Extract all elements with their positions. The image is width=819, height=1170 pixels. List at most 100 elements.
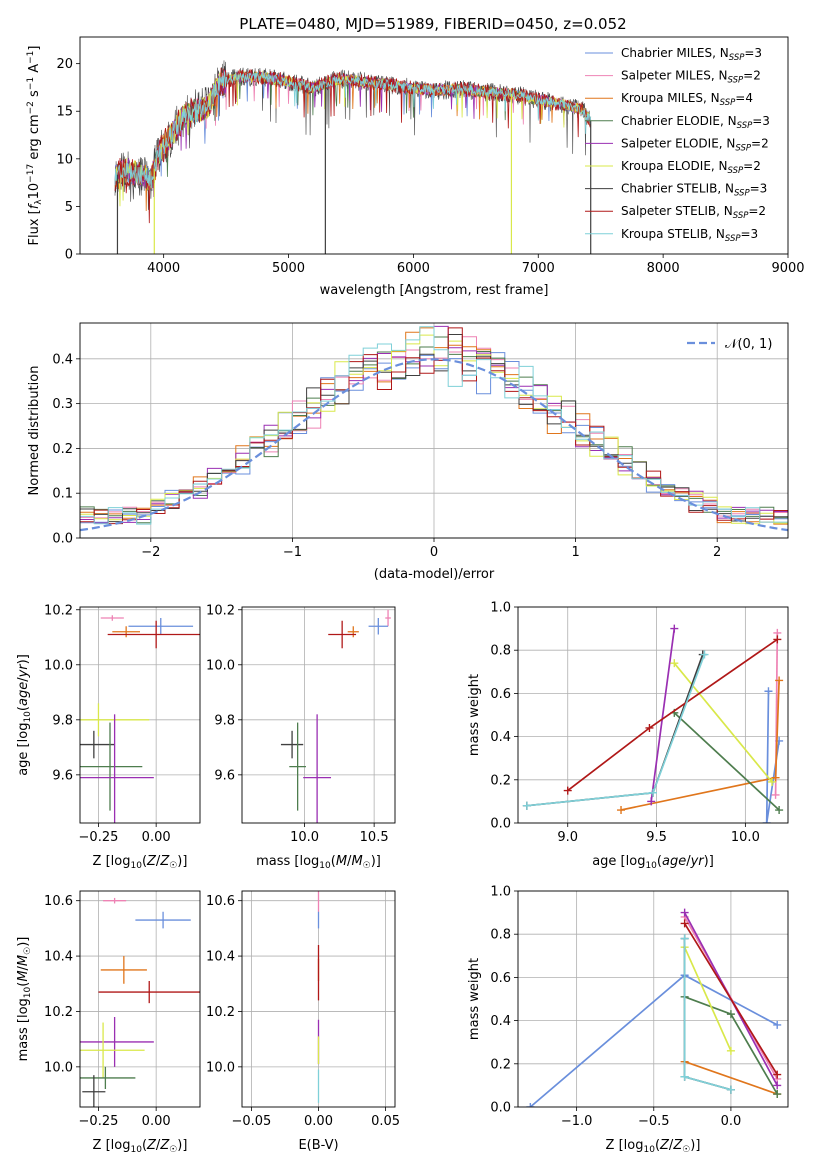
errorbar-point-cs (82, 1075, 106, 1107)
x-tick-label: −1 (283, 545, 302, 560)
y-tick-label: 0.0 (52, 532, 73, 547)
axes-frame (79, 606, 201, 824)
y-tick-label: 20 (56, 57, 73, 72)
legend-label-normal: 𝒩(0, 1) (725, 337, 772, 352)
x-tick-label: 10.0 (731, 830, 760, 845)
age-vs-metallicity-panel: −0.25 0.00 9.6 9.8 10.0 10.2 Z [log10(Z/Z☉)] ag… (16, 603, 201, 871)
errorbar-point-cs (80, 730, 115, 759)
grid-lines (80, 891, 200, 1107)
y-tick-label: 1.0 (490, 601, 511, 616)
y-tick-label: 0.0 (490, 1101, 511, 1116)
residual-x-label: (data-model)/error (374, 567, 495, 582)
spectrum-line-ke (114, 70, 592, 207)
y-tick-label: 10.6 (206, 894, 235, 909)
weight-series-ce (670, 708, 784, 815)
weight-series-ss (563, 635, 782, 795)
axes-frame (79, 36, 789, 255)
x-tick-label: 8000 (647, 261, 680, 276)
axes-frame (517, 890, 789, 1108)
weight-marker (768, 777, 777, 786)
weight-marker (775, 676, 784, 685)
weight-marker (617, 806, 626, 815)
legend-label-cm: Chabrier MILES, NSSP=3 (621, 46, 762, 63)
age-mass-x-label: mass [log10(M/M☉)] (256, 854, 381, 871)
weight-marker (649, 788, 657, 797)
x-tick-label: 9.0 (557, 830, 578, 845)
weight-series-ks (522, 650, 709, 810)
residual-histogram-panel: −2 −1 0 1 2 0.0 0.1 0.2 0.3 0.4 𝒩(0, 1) (data-model… (27, 322, 789, 582)
x-tick-label: 7000 (522, 261, 555, 276)
x-tick-label: 0.00 (304, 1114, 333, 1129)
weight_vs_age-y-label: mass weight (467, 674, 482, 756)
y-tick-label: 0.2 (52, 442, 73, 457)
legend-label-ce: Chabrier ELODIE, NSSP=3 (621, 114, 770, 131)
weight-marker (670, 659, 679, 668)
weight-line (683, 946, 732, 1052)
y-tick-label: 10.4 (44, 950, 73, 965)
weight-series-ke (670, 659, 777, 786)
weight-Z-x-label: Z [log10(Z/Z☉)] (606, 1138, 701, 1155)
y-tick-label: 10.0 (206, 658, 235, 673)
weight-marker (771, 773, 780, 782)
axes-frame (241, 606, 396, 824)
x-tick-label: 0.05 (371, 1114, 400, 1129)
spectrum-panel: 4000 5000 6000 7000 8000 9000 0 5 10 15 20 Chabrier… (26, 36, 805, 298)
errorbar-point-se (80, 714, 154, 823)
weight-series-ss (680, 919, 782, 1079)
weight-marker (680, 908, 689, 917)
errorbar-point-ss (107, 620, 200, 649)
errorbar-point-sm (100, 615, 124, 621)
x-tick-label: 0 (430, 545, 438, 560)
weight-marker (522, 801, 531, 810)
y-tick-label: 0.8 (490, 644, 511, 659)
errorbar-point-km (112, 626, 140, 638)
legend-label-cs: Chabrier STELIB, NSSP=3 (621, 182, 767, 199)
y-tick-label: 0.4 (490, 730, 511, 745)
y-tick-label: 0.2 (490, 773, 511, 788)
y-tick-label: 5 (65, 200, 73, 215)
y-tick-label: 10.2 (206, 1005, 235, 1020)
weight_vs_Z-y-label: mass weight (467, 958, 482, 1040)
errorbar-point-km (347, 626, 359, 638)
errorbar-point-se (303, 714, 332, 823)
mass-Z-x-label: Z [log10(Z/Z☉)] (93, 1138, 188, 1155)
weight-marker (773, 1090, 782, 1099)
weight-marker (771, 790, 780, 799)
axes-frame (79, 890, 201, 1108)
weight-line (650, 628, 676, 802)
weight-marker (700, 650, 709, 659)
y-tick-label: 10.4 (206, 950, 235, 965)
weight-marker (726, 1085, 735, 1094)
errorbar-point-cm (128, 618, 194, 635)
x-tick-label: −0.25 (79, 830, 119, 845)
weight-marker (680, 919, 689, 928)
x-tick-label: 9.5 (646, 830, 667, 845)
weight-marker (726, 1046, 735, 1055)
errorbar-point-ce (289, 722, 306, 811)
x-tick-label: 4000 (147, 261, 180, 276)
y-tick-label: 1.0 (490, 885, 511, 900)
weight-line (673, 662, 773, 783)
errorbar-point-se (80, 1017, 154, 1067)
histogram-series-ks (80, 326, 788, 538)
x-tick-label: 9000 (771, 261, 804, 276)
spectrum-line-se (114, 69, 592, 198)
weight-marker (764, 687, 773, 696)
mass-Z-y-label: mass [log10(M/M☉)] (16, 937, 33, 1062)
errorbar-point-ce (80, 1066, 136, 1089)
y-tick-label: 10.0 (206, 1060, 235, 1075)
age-Z-y-label: age [log10(age/yr)] (16, 654, 33, 776)
errorbar-point-sm (385, 609, 391, 627)
y-tick-label: 10 (56, 152, 73, 167)
y-tick-label: 0.1 (52, 487, 73, 502)
y-tick-label: 9.8 (52, 713, 73, 728)
weight-marker (775, 806, 784, 815)
weight-marker (773, 1081, 782, 1090)
x-tick-label: 6000 (397, 261, 430, 276)
errorbar-point-ke (80, 1022, 145, 1078)
y-tick-label: 0.8 (490, 928, 511, 943)
weight-line (526, 654, 706, 807)
weight-marker (670, 624, 679, 633)
weight-line (673, 712, 780, 811)
weight-marker (773, 635, 782, 644)
